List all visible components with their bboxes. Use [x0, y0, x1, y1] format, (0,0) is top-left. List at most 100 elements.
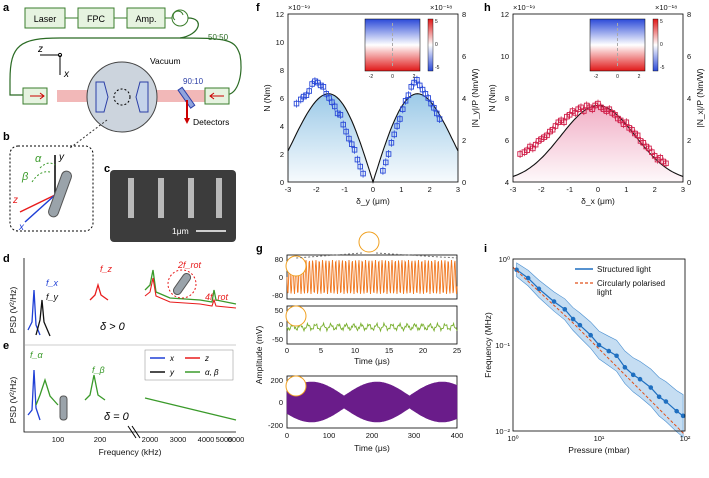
data-point	[649, 149, 655, 155]
panel-label-e: e	[3, 340, 9, 352]
coordinate-diagram: y z x α β	[9, 145, 94, 233]
lens-left	[95, 81, 109, 113]
vacuum-label: Vacuum	[150, 56, 181, 66]
circulator-arrow	[172, 10, 184, 21]
fpc-label: FPC	[87, 14, 106, 24]
psd-e-peaks	[27, 369, 237, 421]
colorbar-tick: -5	[660, 65, 665, 71]
y-right-tick-label: 6	[462, 52, 466, 61]
trace-frame-mid	[286, 305, 458, 345]
data-point	[309, 81, 315, 87]
coord-z: z	[12, 195, 18, 206]
rotor-icon	[172, 272, 192, 296]
psd-xtick: 200	[94, 435, 107, 444]
data-point	[561, 119, 567, 126]
data-point	[674, 408, 679, 414]
y-right-tick-label: 4	[687, 94, 691, 103]
data-point	[306, 88, 313, 94]
zoom-line	[375, 252, 458, 259]
g-ytick: -50	[272, 335, 283, 344]
data-point	[525, 275, 531, 281]
z-axis-arrow	[19, 194, 56, 213]
y-tick-label: 8	[280, 66, 284, 75]
label-2frot: 2f_rot	[177, 260, 202, 270]
data-point	[298, 96, 304, 103]
data-point	[293, 100, 300, 107]
g-ytick: 50	[275, 306, 283, 315]
sem-rod	[158, 178, 164, 218]
beam-splitter	[177, 86, 196, 109]
data-point	[629, 126, 635, 133]
data-point	[408, 84, 415, 90]
vacuum-chamber	[86, 61, 158, 133]
y-tick-label: 12	[276, 10, 284, 19]
trace-g-mid: 50 0 -50 0 5 10 15 20 25 Time (μs)	[272, 305, 461, 366]
axis-x-label: x	[63, 69, 70, 80]
trace-top	[286, 259, 458, 295]
coord-beta: β	[21, 171, 29, 183]
rod-orientation-icons	[285, 231, 458, 397]
x-axis-arrow	[24, 194, 56, 223]
trace-g-top: 80 0 -80	[272, 254, 458, 300]
data-point	[524, 147, 530, 154]
data-point	[595, 100, 601, 107]
chart-i: 10⁰ 10¹ 10² 10⁻² 10⁻¹ 10⁰ Pressure (mbar) Frequ…	[483, 255, 691, 455]
data-point	[551, 299, 557, 304]
g-xtick: 0	[285, 431, 289, 440]
g-xtick: 20	[419, 346, 427, 355]
y-tick-label: 2	[280, 150, 284, 159]
g-xtick: 5	[319, 346, 323, 355]
bs-label: 90:10	[183, 77, 204, 86]
beta-arc	[31, 171, 51, 183]
orientation-icon	[358, 231, 380, 253]
label-falpha: f_α	[30, 350, 44, 360]
x-tick-label: 10⁰	[507, 434, 518, 443]
x-axis-label: Pressure (mbar)	[568, 445, 630, 455]
colorbar	[427, 18, 434, 72]
psd-axis-frame	[23, 258, 236, 433]
psd-peak-beta-e	[84, 374, 106, 401]
sem-rod	[188, 178, 194, 218]
g-xtick: 300	[408, 431, 421, 440]
data-point	[334, 110, 341, 117]
data-point	[391, 131, 398, 138]
axis-break	[131, 425, 141, 439]
data-point	[596, 342, 602, 348]
psd-d-peaks	[27, 269, 237, 337]
setup-diagram: Laser FPC Amp. 50:50 Vacuum 90:10 Detect…	[9, 7, 242, 149]
x-tick-label: 3	[681, 185, 685, 194]
colorbar-tick: -5	[435, 65, 440, 71]
data-point	[332, 103, 338, 110]
g-xtick: 100	[323, 431, 336, 440]
y-axis-label: Frequency (MHz)	[483, 312, 493, 378]
data-point	[612, 112, 618, 118]
psd-xtick: 5000	[216, 435, 233, 444]
series-circular	[512, 266, 686, 436]
data-point	[422, 91, 429, 97]
detectors-label: Detectors	[193, 117, 229, 127]
x-tick-label: 3	[456, 185, 460, 194]
inset-tick: -2	[369, 74, 374, 80]
data-point	[572, 110, 579, 116]
data-point	[397, 116, 403, 122]
legend-box	[144, 349, 234, 381]
nanorod	[48, 170, 72, 218]
panel-label-b: b	[3, 131, 10, 143]
x-tick-label: 2	[653, 185, 657, 194]
legend-circular-2: light	[597, 288, 612, 297]
data-point	[303, 92, 310, 98]
psd-xlabel: Frequency (kHz)	[99, 447, 162, 457]
fiber-loop-left	[9, 17, 199, 96]
data-point	[414, 77, 420, 83]
data-point	[562, 307, 568, 312]
psd-xtick: 3000	[170, 435, 187, 444]
data-point	[383, 159, 389, 166]
arrow-left-icon	[209, 92, 224, 100]
inset-tick: -2	[594, 74, 599, 80]
colorbar	[652, 18, 659, 72]
coord-y: y	[58, 152, 65, 163]
sem-rods	[128, 178, 222, 218]
data-point	[614, 353, 619, 359]
delta-d: δ > 0	[100, 321, 126, 333]
axis-frame	[512, 13, 684, 183]
